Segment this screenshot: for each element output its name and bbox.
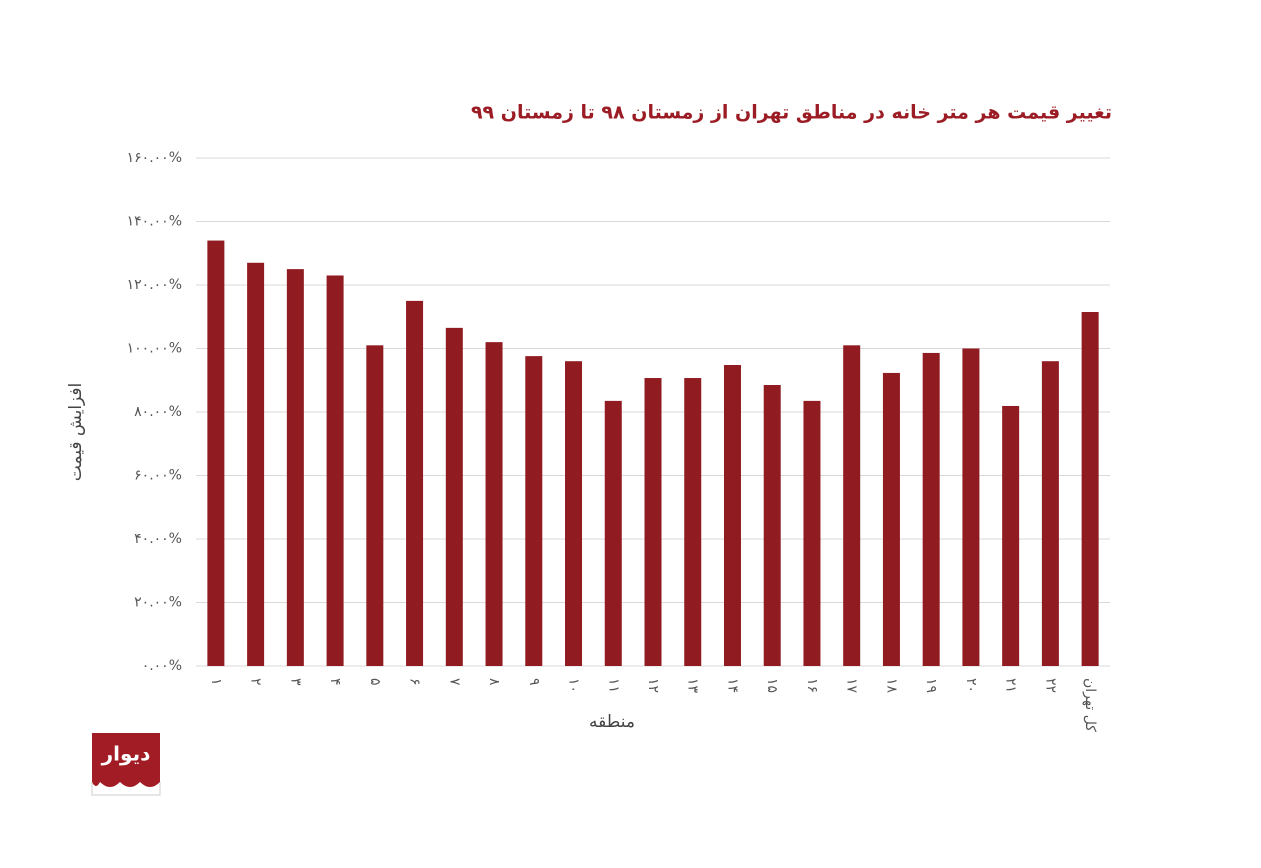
x-tick-label: ۲۲ <box>1042 678 1058 693</box>
bar <box>763 385 781 666</box>
y-tick-label: ۱۲۰.۰۰% <box>127 277 182 293</box>
bar <box>723 365 741 666</box>
y-tick-label: ۱۰۰.۰۰% <box>127 341 182 357</box>
x-tick-label: ۱۴ <box>724 678 740 693</box>
logo-box <box>92 733 160 787</box>
y-tick-label: ۱۶۰.۰۰% <box>127 150 182 166</box>
bar <box>485 342 503 666</box>
bar <box>843 345 861 666</box>
bar <box>326 275 344 666</box>
bar <box>644 378 662 666</box>
y-tick-label: ۱۴۰.۰۰% <box>127 214 182 230</box>
x-tick-label: ۱۹ <box>923 678 939 693</box>
x-tick-label: ۹ <box>526 678 542 686</box>
x-tick-label: کل تهران <box>1082 678 1098 732</box>
bar <box>565 361 583 666</box>
x-axis-title: منطقه <box>589 712 635 732</box>
x-tick-label: ۱۵ <box>764 678 780 693</box>
x-tick-label: ۱۳ <box>685 678 701 694</box>
y-tick-label: ۰.۰۰% <box>142 658 182 674</box>
y-tick-label: ۶۰.۰۰% <box>134 468 182 484</box>
x-tick-label: ۶ <box>407 678 423 686</box>
x-tick-label: ۷ <box>446 678 462 686</box>
bar <box>604 400 622 666</box>
x-tick-label: ۵ <box>367 678 383 686</box>
x-tick-label: ۲۰ <box>963 678 979 693</box>
bar <box>247 262 265 666</box>
bar <box>882 372 900 666</box>
logo-shadow <box>91 782 161 796</box>
x-tick-label: ۸ <box>486 678 502 686</box>
y-tick-label: ۲۰.۰۰% <box>134 595 182 611</box>
bar <box>684 378 702 666</box>
x-tick-label: ۱۷ <box>844 678 860 694</box>
bar <box>525 356 543 666</box>
x-tick-label: ۲۱ <box>1003 678 1019 693</box>
x-tick-label: ۱۱ <box>605 678 621 693</box>
y-axis-title: افزایش قیمت <box>66 383 86 482</box>
bar <box>406 300 424 666</box>
bar <box>207 240 225 667</box>
bar <box>1081 311 1099 666</box>
chart-title: تغییر قیمت هر متر خانه در مناطق تهران از… <box>471 102 1112 124</box>
x-tick-label: ۱ <box>208 678 224 686</box>
bar <box>1002 405 1020 666</box>
y-tick-label: ۴۰.۰۰% <box>134 531 182 547</box>
bar <box>803 400 821 666</box>
bar <box>286 269 304 666</box>
bar <box>1041 361 1059 666</box>
x-tick-label: ۱۸ <box>883 678 899 694</box>
x-tick-label: ۱۶ <box>804 678 820 693</box>
logo: دیوار <box>91 733 161 796</box>
x-tick-label: ۱۰ <box>566 678 582 693</box>
logo-text: دیوار <box>101 742 151 766</box>
x-tick-label: ۴ <box>327 678 343 686</box>
bar <box>366 345 384 666</box>
x-tick-label: ۳ <box>287 678 303 686</box>
y-tick-label: ۸۰.۰۰% <box>134 404 182 420</box>
bar <box>962 348 980 666</box>
x-tick-label: ۲ <box>248 678 264 686</box>
bar <box>922 352 940 666</box>
x-tick-label: ۱۲ <box>645 678 661 693</box>
bar <box>445 327 463 666</box>
